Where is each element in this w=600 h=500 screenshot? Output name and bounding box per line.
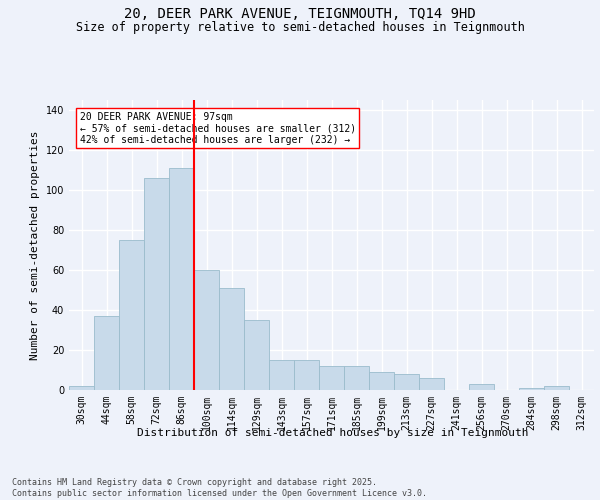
Bar — [169, 168, 194, 390]
Text: Contains HM Land Registry data © Crown copyright and database right 2025.
Contai: Contains HM Land Registry data © Crown c… — [12, 478, 427, 498]
Bar — [219, 288, 244, 390]
Bar — [119, 240, 144, 390]
Bar — [269, 360, 294, 390]
Bar — [519, 388, 544, 390]
Text: 20 DEER PARK AVENUE: 97sqm
← 57% of semi-detached houses are smaller (312)
42% o: 20 DEER PARK AVENUE: 97sqm ← 57% of semi… — [79, 112, 356, 145]
Bar — [194, 270, 219, 390]
Text: Distribution of semi-detached houses by size in Teignmouth: Distribution of semi-detached houses by … — [137, 428, 529, 438]
Bar — [419, 378, 444, 390]
Text: 20, DEER PARK AVENUE, TEIGNMOUTH, TQ14 9HD: 20, DEER PARK AVENUE, TEIGNMOUTH, TQ14 9… — [124, 8, 476, 22]
Bar — [394, 374, 419, 390]
Bar — [94, 316, 119, 390]
Bar — [469, 384, 494, 390]
Bar — [344, 366, 369, 390]
Bar — [244, 320, 269, 390]
Bar — [144, 178, 169, 390]
Bar — [319, 366, 344, 390]
Text: Size of property relative to semi-detached houses in Teignmouth: Size of property relative to semi-detach… — [76, 21, 524, 34]
Bar — [294, 360, 319, 390]
Bar — [69, 386, 94, 390]
Bar — [369, 372, 394, 390]
Y-axis label: Number of semi-detached properties: Number of semi-detached properties — [30, 130, 40, 360]
Bar — [544, 386, 569, 390]
